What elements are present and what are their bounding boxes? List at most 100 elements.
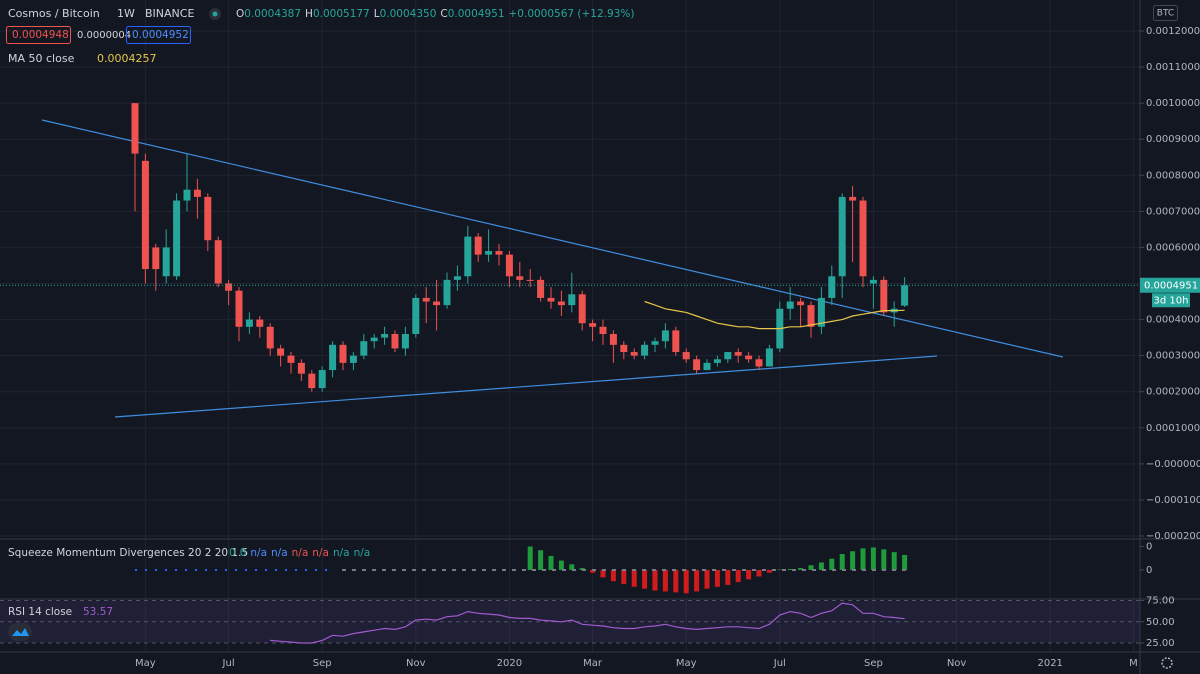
candle-body [901, 285, 909, 306]
momentum-bar [818, 562, 824, 570]
candle-body [474, 236, 482, 255]
candle-body [547, 297, 555, 302]
candle-body [266, 326, 274, 349]
momentum-bar [673, 569, 679, 593]
y-tick-label: 0.0001000 [1146, 423, 1200, 434]
y-tick-label: −0.0002000 [1146, 531, 1200, 542]
x-tick-label: Nov [947, 658, 967, 669]
x-tick-label: Jul [773, 658, 786, 669]
logo[interactable] [8, 623, 32, 641]
candle-body [443, 279, 451, 306]
candle-body [277, 348, 285, 356]
candle-body [526, 279, 534, 281]
candle-body [661, 330, 669, 342]
rsi-band [0, 600, 1140, 643]
momentum-bar [558, 560, 564, 570]
candle-body [401, 334, 409, 349]
momentum-bar [610, 569, 616, 582]
squeeze-value: n/a [271, 547, 288, 559]
momentum-bar [662, 569, 668, 592]
momentum-bar [621, 569, 627, 584]
candle-body [193, 189, 201, 197]
candle-body [464, 236, 472, 277]
exchange: BINANCE [145, 7, 194, 20]
momentum-bar [756, 569, 762, 577]
candle-body [869, 279, 877, 284]
marks [0, 103, 1140, 644]
ohlc-legend: O0.0004387 H0.0005177 L0.0004350 C0.0004951… [236, 8, 634, 20]
settings-icon[interactable] [1161, 657, 1173, 669]
ohlc-label: L [374, 8, 380, 20]
x-tick-label: Mar [583, 658, 603, 669]
candle-body [308, 373, 316, 389]
ohlc-value: 0.0004387 [244, 8, 301, 20]
candle-body [797, 301, 805, 306]
candle-body [745, 355, 753, 360]
change: +0.0000567 (+12.93%) [509, 8, 635, 20]
candle-body [589, 323, 597, 327]
rsi-label: RSI 14 close [8, 606, 72, 618]
candle-body [245, 319, 253, 327]
candle-body [786, 301, 794, 309]
y-tick-label: 0.0010000 [1146, 98, 1200, 109]
x-tick-label: Nov [406, 658, 426, 669]
candle-body [734, 352, 742, 356]
currency-box[interactable] [1153, 5, 1178, 21]
ohlc-label: O [236, 8, 244, 20]
interval[interactable]: 1W [117, 7, 135, 20]
x-tick-label: 2020 [497, 658, 522, 669]
candle-body [620, 344, 628, 353]
candle-body [703, 362, 711, 371]
spread: 0.0000004 [77, 30, 131, 41]
momentum-bar [870, 547, 876, 570]
candle-body [370, 337, 378, 342]
momentum-bar [860, 548, 866, 570]
candle-body [849, 196, 857, 201]
candle-body [183, 189, 191, 201]
ma-line [644, 300, 905, 330]
y-tick-label: 0.0004000 [1146, 315, 1200, 326]
squeeze-value: n/a [312, 547, 329, 559]
y-tick-label: 0.0007000 [1146, 206, 1200, 217]
buy-button[interactable] [126, 26, 191, 44]
candle-body [329, 344, 337, 371]
rsi-value: 53.57 [83, 606, 113, 618]
bid-price[interactable]: 0.0004948 [12, 29, 69, 41]
trend-line [41, 119, 1064, 358]
x-tick-label: Sep [313, 658, 332, 669]
ask-price[interactable]: 0.0004952 [132, 29, 189, 41]
candle-body [235, 290, 243, 327]
ma-label: MA 50 close [8, 52, 75, 65]
momentum-bar [538, 550, 544, 570]
sell-button[interactable] [6, 26, 71, 44]
x-tick-label: Jul [222, 658, 235, 669]
ohlc-value: 0.0004350 [380, 8, 437, 20]
y-tick-label: 75.00 [1146, 596, 1175, 607]
squeeze-value: n/a [354, 547, 371, 559]
ohlc-value: 0.0004951 [448, 8, 505, 20]
candle-body [412, 297, 420, 334]
candle-body [162, 247, 170, 277]
last-price-label: 0.0004951 [1144, 280, 1198, 291]
squeeze-value: 0 [229, 547, 236, 559]
candle-body [724, 352, 732, 360]
candle-body [578, 294, 586, 324]
candle-body [807, 305, 815, 327]
momentum-bar [798, 568, 804, 570]
candle-body [173, 200, 181, 277]
candle-body [141, 160, 149, 270]
momentum-bar [714, 569, 720, 587]
momentum-bar [808, 565, 814, 570]
candle-body [297, 362, 305, 374]
candle-body [214, 240, 222, 284]
y-tick-label: −0.0001000 [1146, 495, 1200, 506]
symbol[interactable]: Cosmos / Bitcoin [8, 7, 100, 20]
momentum-bar [829, 558, 835, 570]
momentum-bar [891, 552, 897, 570]
candle-body [204, 196, 212, 241]
candle-body [859, 200, 867, 277]
candle-body [630, 352, 638, 356]
candle-body [391, 334, 399, 349]
candle-body [672, 330, 680, 353]
